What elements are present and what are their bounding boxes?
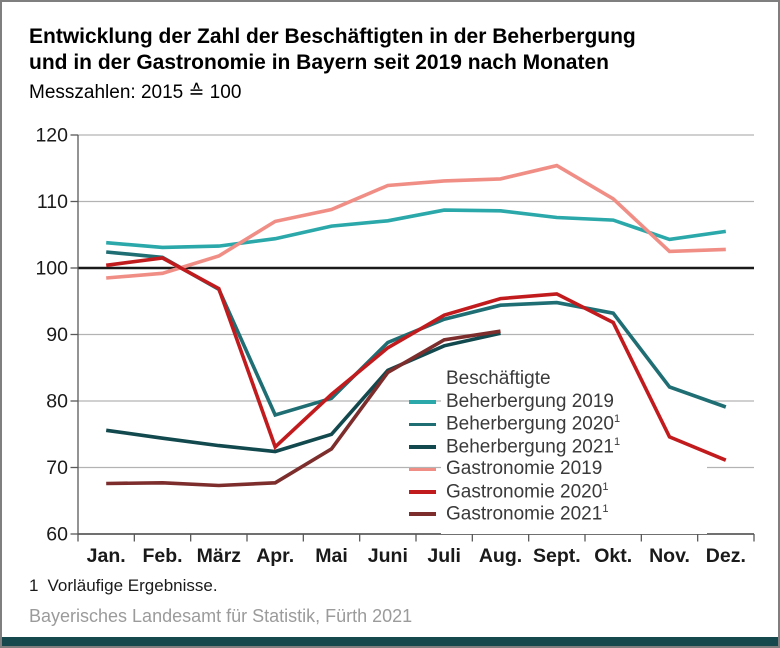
legend-swatch-beherbergung-2019 [409,400,436,404]
y-tick-label: 100 [35,258,68,280]
x-tick-label: Mai [315,545,348,567]
legend-swatch-gastronomie-2019 [409,467,436,472]
x-tick-label: Juni [368,545,408,567]
legend-footnote-superscript: 1 [602,480,609,493]
legend-label: Gastronomie 20201 [446,480,609,502]
chart-subtitle: Messzahlen: 2015 ≙ 100 [29,82,242,103]
legend-item-gastronomie-2021: Gastronomie 20211 [409,503,620,525]
x-tick-label: Apr. [256,545,294,567]
y-tick-label: 120 [35,125,68,147]
line-beherbergung-2021-1 [105,331,501,454]
chart-title-line1: Entwicklung der Zahl der Beschäftigten i… [29,25,636,48]
x-tick-label: Jan. [87,545,126,567]
source-credit: Bayerisches Landesamt für Statistik, Für… [29,606,413,626]
footnote: 1 Vorläufige Ergebnisse. [29,576,218,596]
legend-swatch-beherbergung-2021 [409,445,436,449]
legend-footnote-superscript: 1 [613,435,621,448]
brand-bar [2,637,778,646]
legend-swatch-gastronomie-2021 [409,512,436,516]
legend-item-beherbergung-2021: Beherbergung 20211 [409,436,620,458]
x-tick-label: März [197,545,242,567]
y-tick-label: 80 [46,391,68,413]
x-tick-label: Nov. [649,545,690,567]
footnote-text: Vorläufige Ergebnisse. [47,576,218,595]
legend-label: Gastronomie 2019 [446,458,603,480]
x-tick-label: Sept. [533,545,581,567]
y-tick-label: 90 [46,324,68,346]
legend-label: Gastronomie 20211 [446,502,609,525]
line-gastronomie-2019 [106,163,726,280]
chart-legend: Beschäftigte Beherbergung 2019 Beherbergun… [409,368,620,525]
x-tick-label: Dez. [706,545,746,567]
legend-background [441,364,707,534]
line-beherbergung-2019 [106,208,727,250]
x-tick-label: Okt. [594,545,632,567]
chart-title-line2: und in der Gastronomie in Bayern seit 20… [29,51,609,74]
x-tick-label: Juli [427,545,461,567]
legend-title: Beschäftigte [446,368,551,389]
x-tick-label: Feb. [142,545,182,567]
legend-label: Beherbergung 20201 [446,413,621,435]
legend-label: Beherbergung 20211 [446,435,621,458]
legend-item-gastronomie-2020: Gastronomie 20201 [409,481,620,503]
legend-swatch-gastronomie-2020 [409,489,436,494]
x-tick-label: Aug. [479,545,522,567]
legend-swatch-beherbergung-2020 [409,422,436,427]
chart-title: Entwicklung der Zahl der Beschäftigten i… [29,24,636,76]
line-gastronomie-2020-1 [105,256,727,462]
legend-item-beherbergung-2020: Beherbergung 20201 [409,413,620,435]
legend-footnote-superscript: 1 [613,413,621,426]
legend-item-beherbergung-2019: Beherbergung 2019 [409,391,620,413]
y-tick-label: 70 [46,457,68,479]
footnote-marker: 1 [29,576,39,595]
legend-item-gastronomie-2019: Gastronomie 2019 [409,458,620,480]
y-tick-label: 110 [37,191,68,213]
y-tick-label: 60 [46,524,68,546]
line-gastronomie-2021-1 [106,329,501,488]
legend-footnote-superscript: 1 [602,502,609,515]
legend-label: Beherbergung 2019 [446,391,614,413]
